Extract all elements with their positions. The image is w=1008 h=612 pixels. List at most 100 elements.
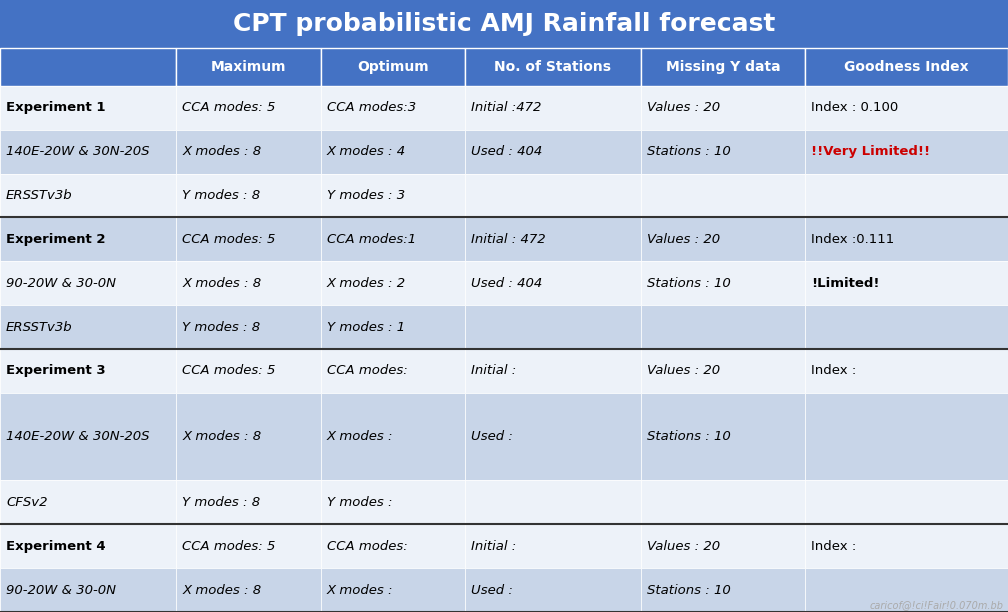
Text: X modes : 4: X modes : 4 — [327, 145, 405, 159]
Text: Used :: Used : — [471, 584, 512, 597]
Bar — [805, 349, 1008, 393]
Bar — [0, 174, 176, 217]
Text: Experiment 2: Experiment 2 — [6, 233, 106, 246]
Text: Experiment 3: Experiment 3 — [6, 364, 106, 378]
Bar — [465, 86, 641, 130]
Text: caricof@!ci!Fair!0.070m.bb: caricof@!ci!Fair!0.070m.bb — [870, 600, 1004, 610]
Bar — [465, 261, 641, 305]
Text: Stations : 10: Stations : 10 — [647, 277, 731, 289]
Bar — [176, 568, 321, 612]
Bar — [641, 86, 805, 130]
Bar — [805, 48, 1008, 86]
Bar — [641, 261, 805, 305]
Text: CCA modes:3: CCA modes:3 — [327, 102, 415, 114]
Bar — [0, 393, 176, 480]
Bar — [0, 261, 176, 305]
Bar — [641, 130, 805, 174]
Text: CCA modes: 5: CCA modes: 5 — [182, 102, 276, 114]
Text: CCA modes:: CCA modes: — [327, 364, 407, 378]
Text: Y modes : 8: Y modes : 8 — [182, 321, 260, 334]
Text: CFSv2: CFSv2 — [6, 496, 47, 509]
Text: 140E-20W & 30N-20S: 140E-20W & 30N-20S — [6, 430, 149, 443]
Bar — [465, 393, 641, 480]
Bar — [321, 174, 465, 217]
Text: Used :: Used : — [471, 430, 512, 443]
Text: X modes : 8: X modes : 8 — [182, 277, 261, 289]
Bar — [641, 524, 805, 568]
Text: Maximum: Maximum — [211, 60, 286, 74]
Bar — [805, 261, 1008, 305]
Bar — [176, 261, 321, 305]
Text: !!Very Limited!!: !!Very Limited!! — [811, 145, 930, 159]
Text: Used : 404: Used : 404 — [471, 145, 542, 159]
Bar — [805, 480, 1008, 524]
Bar — [0, 305, 176, 349]
Text: Experiment 1: Experiment 1 — [6, 102, 106, 114]
Bar — [176, 174, 321, 217]
Bar — [176, 217, 321, 261]
Bar — [176, 480, 321, 524]
Text: Y modes : 8: Y modes : 8 — [182, 496, 260, 509]
Text: Optimum: Optimum — [357, 60, 428, 74]
Bar — [465, 130, 641, 174]
Bar — [176, 48, 321, 86]
Bar — [321, 393, 465, 480]
Bar — [641, 349, 805, 393]
Text: Y modes :: Y modes : — [327, 496, 392, 509]
Bar — [321, 261, 465, 305]
Bar — [641, 480, 805, 524]
Bar — [805, 393, 1008, 480]
Bar — [321, 48, 465, 86]
Bar — [805, 130, 1008, 174]
Text: Y modes : 1: Y modes : 1 — [327, 321, 404, 334]
Text: Values : 20: Values : 20 — [647, 233, 720, 246]
Text: CCA modes: 5: CCA modes: 5 — [182, 540, 276, 553]
Bar — [805, 524, 1008, 568]
Bar — [805, 174, 1008, 217]
Bar — [465, 524, 641, 568]
Bar — [641, 393, 805, 480]
Text: Initial :472: Initial :472 — [471, 102, 541, 114]
Text: Used : 404: Used : 404 — [471, 277, 542, 289]
Text: X modes :: X modes : — [327, 430, 393, 443]
Text: X modes : 8: X modes : 8 — [182, 584, 261, 597]
Text: Values : 20: Values : 20 — [647, 102, 720, 114]
Text: X modes : 8: X modes : 8 — [182, 145, 261, 159]
Text: ERSSTv3b: ERSSTv3b — [6, 189, 73, 202]
Bar — [176, 305, 321, 349]
Bar — [321, 130, 465, 174]
Text: Missing Y data: Missing Y data — [666, 60, 780, 74]
Bar — [641, 217, 805, 261]
Text: X modes : 2: X modes : 2 — [327, 277, 405, 289]
Text: Y modes : 3: Y modes : 3 — [327, 189, 404, 202]
Bar — [805, 568, 1008, 612]
Bar — [0, 568, 176, 612]
Text: CCA modes:1: CCA modes:1 — [327, 233, 415, 246]
Bar — [465, 174, 641, 217]
Text: X modes :: X modes : — [327, 584, 393, 597]
Bar — [176, 349, 321, 393]
Bar — [321, 480, 465, 524]
Bar — [321, 217, 465, 261]
Text: Initial :: Initial : — [471, 540, 516, 553]
Bar — [0, 130, 176, 174]
Bar — [805, 217, 1008, 261]
Text: Stations : 10: Stations : 10 — [647, 145, 731, 159]
Bar — [0, 86, 176, 130]
Text: Goodness Index: Goodness Index — [845, 60, 969, 74]
Text: Index :0.111: Index :0.111 — [811, 233, 895, 246]
Text: Initial :: Initial : — [471, 364, 516, 378]
Bar — [465, 217, 641, 261]
Bar — [0, 480, 176, 524]
Text: CPT probabilistic AMJ Rainfall forecast: CPT probabilistic AMJ Rainfall forecast — [233, 12, 775, 36]
Bar — [641, 174, 805, 217]
Bar — [465, 48, 641, 86]
Bar — [465, 305, 641, 349]
Text: Values : 20: Values : 20 — [647, 540, 720, 553]
Bar — [0, 217, 176, 261]
Text: Index :: Index : — [811, 540, 857, 553]
Bar — [0, 524, 176, 568]
Text: Initial : 472: Initial : 472 — [471, 233, 545, 246]
Text: X modes : 8: X modes : 8 — [182, 430, 261, 443]
Text: Stations : 10: Stations : 10 — [647, 584, 731, 597]
